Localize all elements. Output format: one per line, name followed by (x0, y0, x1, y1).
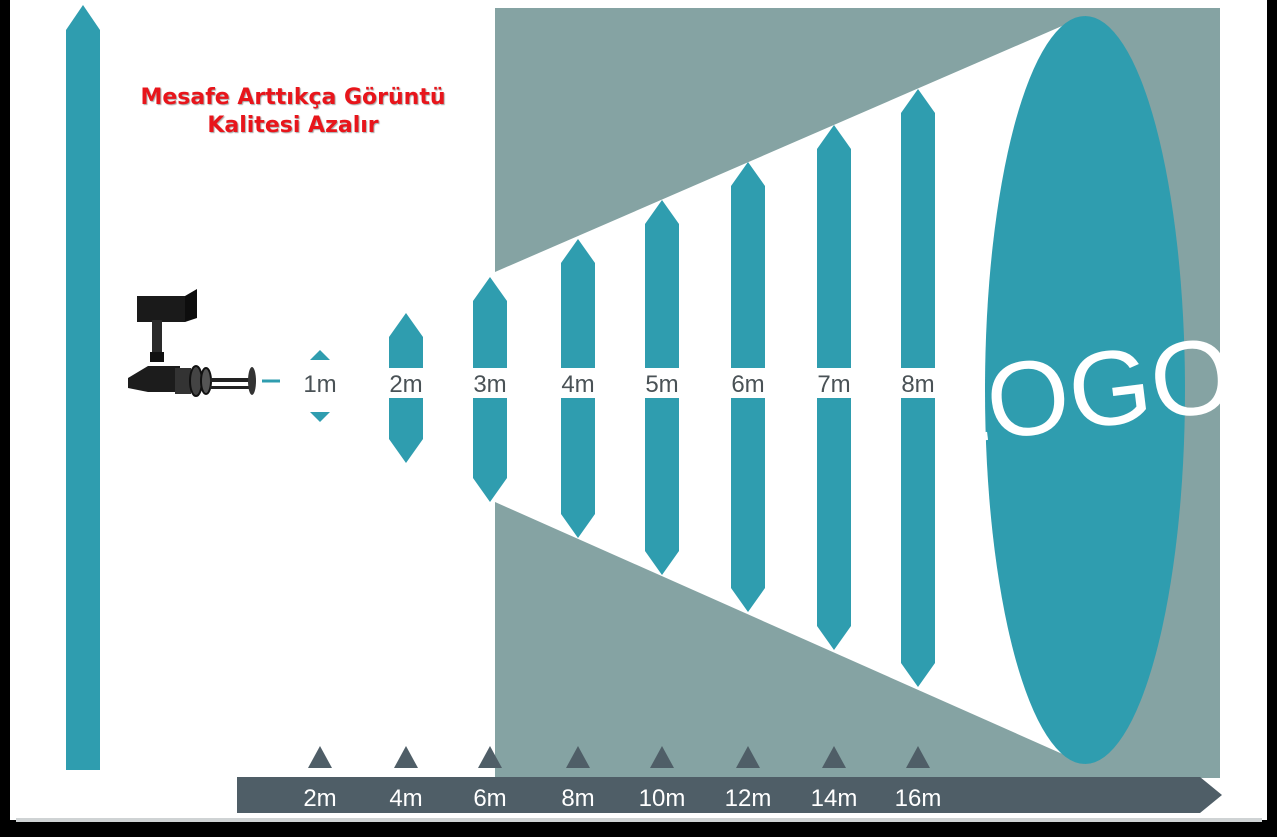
caption: Mesafe Arttıkça Görüntü Kalitesi Azalır (83, 84, 503, 140)
size-label-background (296, 368, 344, 398)
caption-line-2: Kalitesi Azalır (207, 113, 379, 138)
size-label-background (382, 368, 430, 398)
distance-markers (308, 746, 930, 768)
gobo-projector-icon (128, 289, 280, 397)
distance-marker-icon (308, 746, 332, 768)
image-size-label: 4m (561, 371, 594, 398)
size-label-background (724, 368, 772, 398)
distance-label: 8m (561, 785, 594, 812)
distance-label: 12m (725, 785, 772, 812)
distance-label: 4m (389, 785, 422, 812)
distance-axis-labels: 2m 4m 6m 8m 10m 12m 14m 16m (303, 785, 941, 812)
caption-line-1: Mesafe Arttıkça Görüntü (140, 85, 446, 110)
size-label-background (894, 368, 942, 398)
distance-marker-icon (736, 746, 760, 768)
height-bar (66, 5, 100, 770)
distance-marker-icon (906, 746, 930, 768)
size-label-background (810, 368, 858, 398)
image-size-label: 3m (473, 371, 506, 398)
distance-marker-icon (822, 746, 846, 768)
distance-marker-icon (566, 746, 590, 768)
distance-label: 16m (895, 785, 942, 812)
distance-label: 2m (303, 785, 336, 812)
size-label-background (554, 368, 602, 398)
size-arrows: 1m 2m 3m 4m 5m 6m 7m 8m (296, 89, 942, 687)
image-size-label: 1m (303, 371, 336, 398)
distance-label: 14m (811, 785, 858, 812)
light-beam (495, 16, 1085, 764)
right-frame (1269, 0, 1277, 837)
bottom-shadow (16, 818, 1262, 822)
distance-marker-icon (394, 746, 418, 768)
size-arrow-icon (310, 412, 330, 422)
distance-marker-icon (650, 746, 674, 768)
size-label-background (466, 368, 514, 398)
logo-ellipse (985, 16, 1185, 764)
image-size-label: 7m (817, 371, 850, 398)
image-size-label: 6m (731, 371, 764, 398)
distance-label: 6m (473, 785, 506, 812)
size-label-background (638, 368, 686, 398)
image-size-label: 5m (645, 371, 678, 398)
bottom-frame (10, 822, 1267, 837)
axis-arrow-icon (237, 777, 1222, 813)
image-size-label: 8m (901, 371, 934, 398)
distance-marker-icon (478, 746, 502, 768)
distance-label: 10m (639, 785, 686, 812)
image-size-label: 2m (389, 371, 422, 398)
size-arrow-icon (310, 350, 330, 360)
